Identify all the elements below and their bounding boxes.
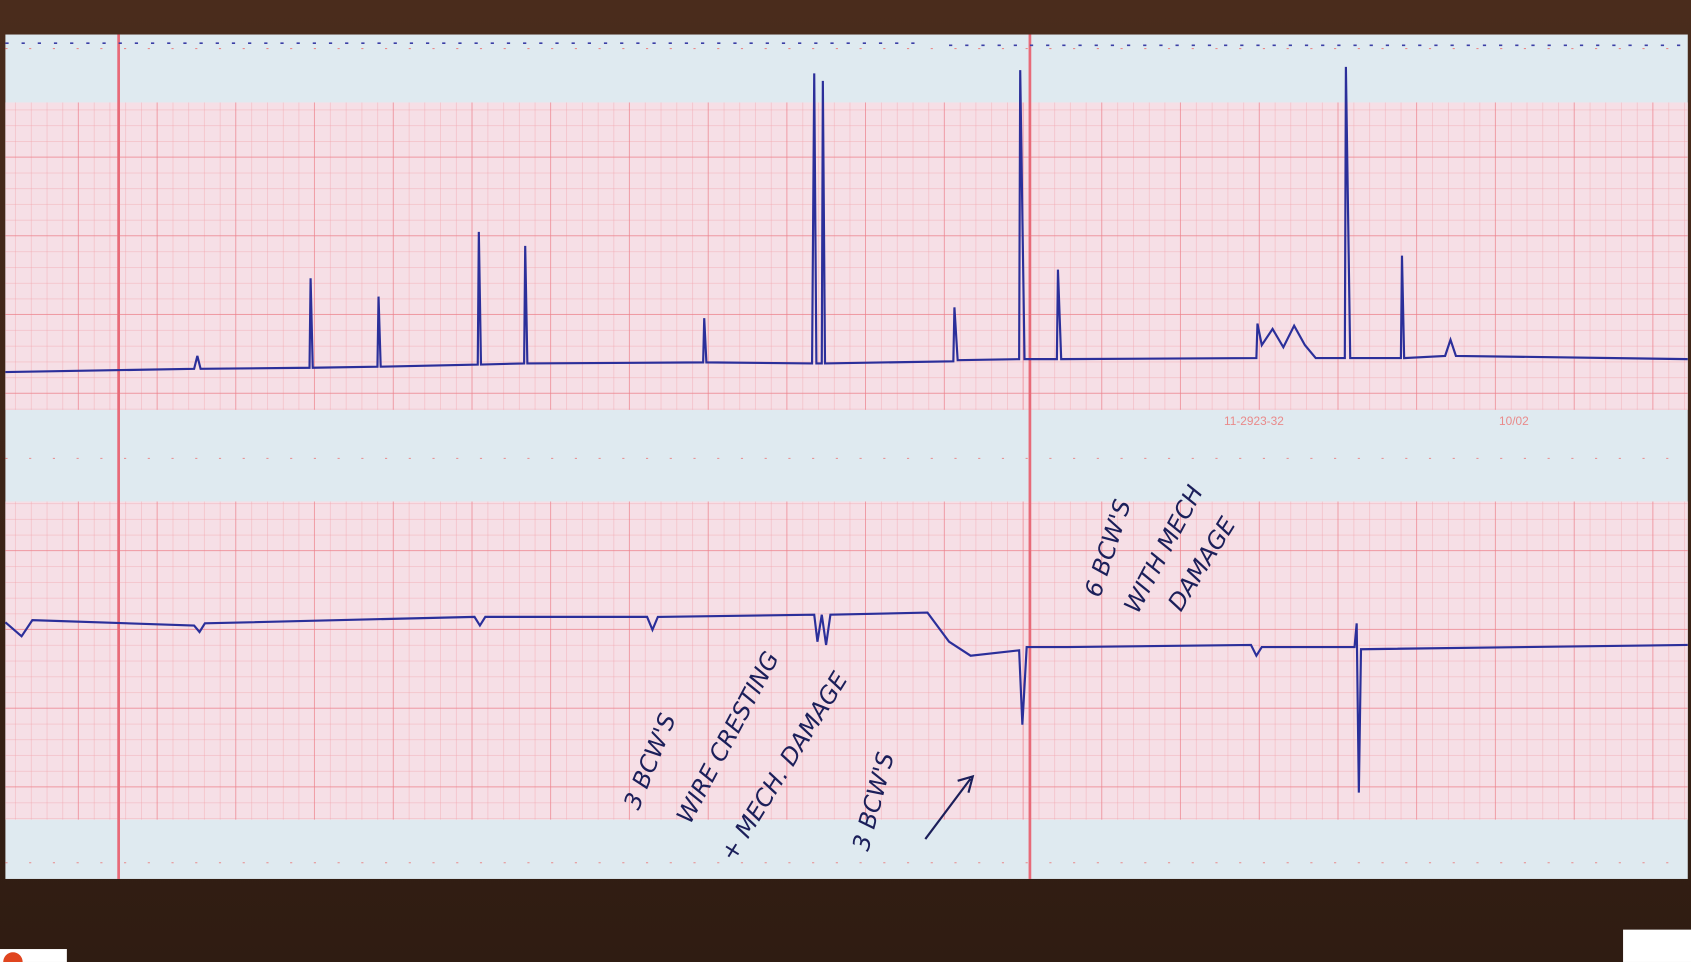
grid-lower <box>5 501 1687 819</box>
strip-code: 10/02 <box>1499 414 1529 428</box>
page: 11-2923-32 10/02 3 BCW'S WIRE CRESTING +… <box>0 0 1691 962</box>
corner-logo-right <box>1623 930 1691 962</box>
photo: 11-2923-32 10/02 3 BCW'S WIRE CRESTING +… <box>0 0 1691 962</box>
strip-serial: 11-2923-32 <box>1224 414 1284 428</box>
